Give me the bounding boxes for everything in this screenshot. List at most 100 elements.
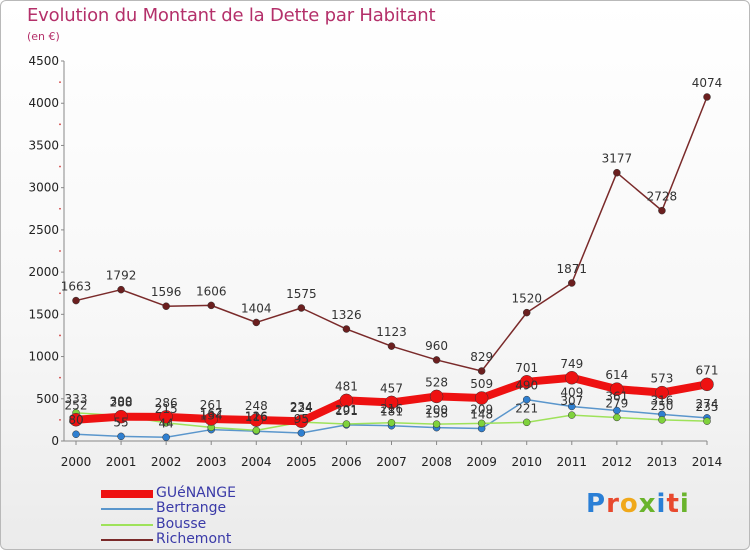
legend-label-bertrange: Bertrange [156,500,227,516]
y-minor-tick [59,81,61,84]
x-tick-label: 2012 [602,455,633,469]
data-point [610,382,624,396]
legend-swatch-bertrange [101,508,153,510]
data-label: 201 [335,403,358,417]
logo-letter: x [638,489,657,519]
data-label: 481 [335,379,358,393]
data-point [429,389,444,404]
logo-letter: P [586,489,607,519]
data-label: 749 [560,357,583,371]
data-point [252,318,261,327]
data-label: 55 [113,415,128,429]
data-label: 457 [380,381,403,395]
data-point [294,414,309,428]
data-label: 316 [650,393,673,407]
data-point [204,412,218,426]
data-label: 960 [425,339,448,353]
data-label: 252 [65,399,88,413]
data-label: 224 [290,401,313,415]
x-tick-label: 2014 [692,455,723,469]
data-label: 614 [605,368,628,382]
data-point [159,410,173,424]
data-label: 1520 [511,292,542,306]
data-point [207,301,215,310]
x-tick-label: 2013 [647,455,678,469]
labels-bertrange: 80 55 44 134 116 95 191 181 158 148 490 409 361 316 27… [68,379,718,431]
series-guénange [69,371,714,428]
data-label: 1606 [196,284,227,298]
data-label: 1326 [331,308,362,322]
x-tick-label: 2007 [376,455,407,469]
data-label: 158 [425,407,448,421]
legend-swatch-richemont [101,539,153,541]
data-label: 126 [245,409,268,423]
data-label: 3177 [602,152,633,166]
y-tick-label: 2000 [28,265,59,279]
data-point [522,308,531,317]
data-label: 409 [560,385,583,399]
data-point [522,418,531,427]
data-point [384,395,399,410]
data-label: 148 [470,408,493,422]
data-label: 261 [200,398,223,412]
data-point [703,93,711,101]
y-tick-label: 4000 [28,96,59,110]
data-label: 162 [200,406,223,420]
y-tick-label: 0 [51,434,59,448]
x-tick-label: 2005 [286,455,317,469]
data-label: 671 [696,363,719,377]
x-tick-label: 2004 [241,455,272,469]
logo-letter: i [679,489,690,519]
data-point [162,302,170,310]
data-point [519,375,534,389]
data-point [658,416,666,424]
data-label: 221 [515,401,538,415]
y-tick-label: 500 [36,392,59,406]
y-minor-tick [59,250,61,252]
y-tick-label: 1000 [28,350,59,364]
data-label: 4074 [692,76,723,90]
data-label: 573 [650,372,673,386]
data-point [297,304,306,312]
y-minor-tick [59,123,61,126]
data-point [339,393,354,408]
y-tick-label: 1500 [28,307,59,321]
y-tick-label: 2500 [28,223,59,237]
y-minor-tick [59,207,61,210]
data-point [477,367,486,375]
data-point [474,391,489,405]
data-point [72,296,80,305]
data-point [387,342,396,350]
data-label: 209 [470,402,493,416]
legend-label-richemont: Richemont [156,531,232,547]
data-point [114,409,128,424]
data-label: 528 [425,375,448,389]
x-tick-label: 2006 [331,455,362,469]
x-tick-label: 2010 [511,455,542,469]
data-label: 1404 [241,301,272,315]
data-label: 307 [560,394,583,408]
chart-title: Evolution du Montant de la Dette par Hab… [27,5,436,26]
data-label: 300 [110,395,133,409]
data-label: 200 [425,403,448,417]
data-point [72,430,80,438]
data-point [522,395,531,404]
data-point [568,402,576,411]
data-label: 361 [605,390,628,404]
y-minor-tick [59,418,61,421]
data-point [342,420,351,428]
data-point [613,413,621,422]
data-label: 80 [68,413,83,427]
data-label: 1596 [151,285,182,299]
data-label: 181 [380,405,403,419]
data-label: 116 [245,410,268,424]
legend-label-guenange: GUéNANGE [156,485,236,501]
data-point [117,432,125,441]
y-minor-tick [59,376,61,379]
data-point [658,206,666,215]
labels-bousse: 333 300 215 162 126 224 201 216 200 209 221 307 279 2… [65,392,719,423]
x-tick-label: 2009 [466,455,497,469]
data-label: 1123 [376,325,407,339]
